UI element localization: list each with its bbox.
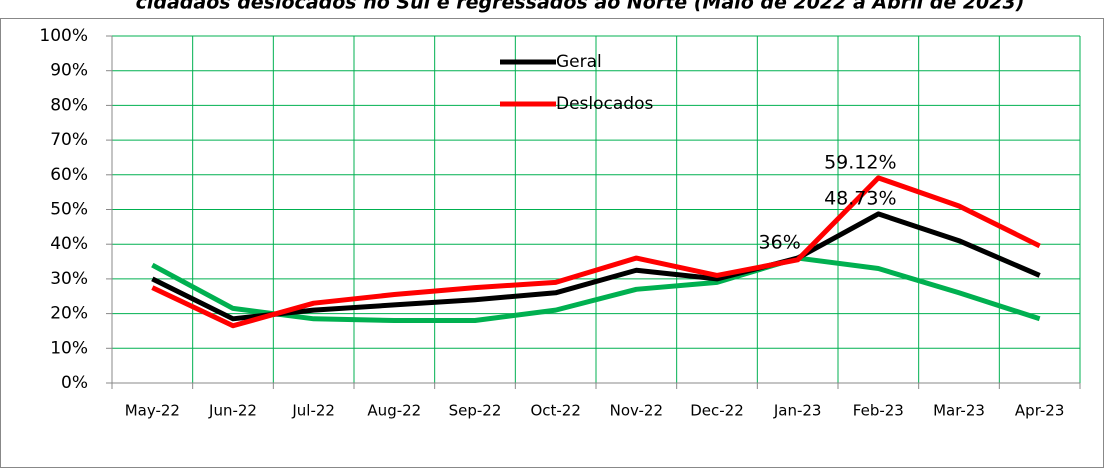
y-tick-label: 70% (50, 130, 88, 150)
y-tick-label: 20% (50, 304, 88, 324)
data-label: 48.73% (824, 187, 896, 209)
y-tick-label: 60% (50, 165, 88, 185)
y-tick-label: 80% (50, 95, 88, 115)
x-tick-label: Sep-22 (449, 402, 502, 420)
legend-label: Geral (556, 52, 602, 72)
x-tick-label: Dec-22 (690, 402, 744, 420)
x-tick-label: Mar-23 (933, 402, 985, 420)
y-tick-label: 100% (39, 26, 88, 46)
y-tick-label: 10% (50, 338, 88, 358)
data-label: 59.12% (824, 151, 896, 173)
x-tick-label: Jul-22 (291, 402, 335, 420)
legend-label: Deslocados (556, 94, 653, 114)
x-tick-label: Aug-22 (367, 402, 421, 420)
x-tick-label: Nov-22 (610, 402, 663, 420)
x-tick-label: May-22 (125, 402, 180, 420)
y-tick-label: 40% (50, 234, 88, 254)
x-tick-label: Jan-23 (773, 402, 822, 420)
y-tick-label: 50% (50, 200, 88, 220)
chart-border (0, 18, 1104, 468)
x-tick-label: Feb-23 (853, 402, 904, 420)
series-line (151, 211, 1041, 322)
data-label: 36% (759, 232, 801, 254)
x-tick-label: Jun-22 (208, 402, 257, 420)
series-line (151, 255, 1041, 324)
chart-title: cidadãos deslocados no Sul e regressados… (136, 0, 1025, 14)
y-tick-label: 90% (50, 61, 88, 81)
y-tick-label: 0% (61, 373, 88, 393)
x-tick-label: Apr-23 (1015, 402, 1065, 420)
x-tick-label: Oct-22 (530, 402, 580, 420)
series-line (151, 175, 1041, 329)
y-tick-label: 30% (50, 269, 88, 289)
